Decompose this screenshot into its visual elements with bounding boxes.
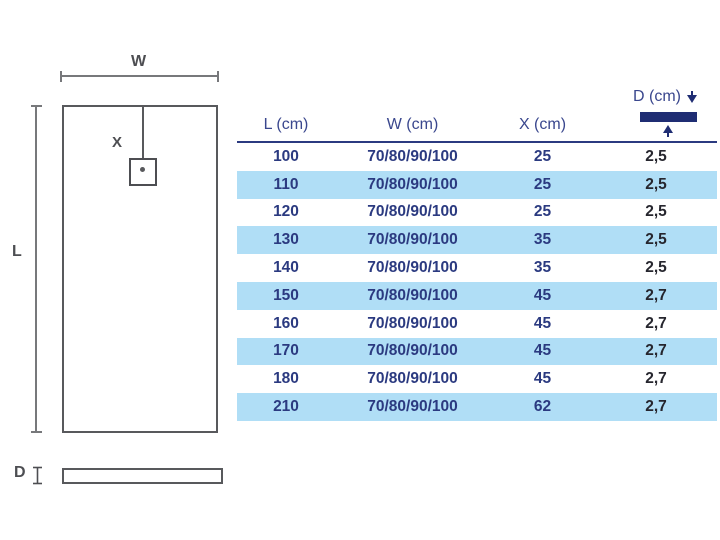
width-dimension-line — [60, 71, 219, 82]
table-row: 140 70/80/90/100 35 2,5 — [237, 254, 717, 282]
cell-drain-distance: 25 — [533, 175, 552, 193]
cell-width-options: 70/80/90/100 — [367, 314, 458, 332]
cell-width-options: 70/80/90/100 — [367, 175, 458, 193]
table-row: 100 70/80/90/100 25 2,5 — [237, 143, 717, 171]
cell-width-options: 70/80/90/100 — [367, 203, 458, 221]
table-row: 120 70/80/90/100 25 2,5 — [237, 199, 717, 227]
cell-depth: 2,7 — [645, 286, 667, 304]
cell-depth: 2,5 — [645, 259, 667, 277]
table-row: 110 70/80/90/100 25 2,5 — [237, 170, 717, 199]
cell-length: 180 — [273, 370, 299, 388]
depth-dimension-label: D — [14, 464, 26, 481]
arrow-up-icon — [663, 125, 673, 137]
cell-length: 120 — [273, 203, 299, 221]
cell-length: 140 — [273, 259, 299, 277]
drain-center-dot — [140, 167, 145, 172]
cell-drain-distance: 25 — [533, 203, 552, 221]
header-divider — [237, 141, 717, 143]
tray-side-view-outline — [62, 468, 223, 484]
column-header-length: L (cm) — [263, 116, 309, 133]
cell-drain-distance: 62 — [533, 398, 552, 416]
column-header-width: W (cm) — [386, 116, 439, 133]
column-header-drain-distance: X (cm) — [518, 116, 567, 133]
table-row: 210 70/80/90/100 62 2,7 — [237, 393, 717, 421]
column-header-depth-label: D (cm) — [633, 87, 681, 105]
depth-bar-icon — [640, 112, 697, 122]
tray-top-view-outline — [62, 105, 218, 433]
cell-depth: 2,5 — [645, 175, 667, 193]
cell-depth: 2,7 — [645, 342, 667, 360]
table-row: 130 70/80/90/100 35 2,5 — [237, 226, 717, 255]
cell-drain-distance: 35 — [533, 231, 552, 249]
cell-drain-distance: 45 — [533, 314, 552, 332]
table-row: 170 70/80/90/100 45 2,7 — [237, 337, 717, 366]
drain-square — [129, 158, 157, 186]
cell-depth: 2,5 — [645, 147, 667, 165]
cell-length: 150 — [273, 286, 299, 304]
cell-length: 130 — [273, 231, 299, 249]
cell-length: 210 — [273, 398, 299, 416]
cell-depth: 2,7 — [645, 314, 667, 332]
cell-width-options: 70/80/90/100 — [367, 398, 458, 416]
table-row: 150 70/80/90/100 45 2,7 — [237, 281, 717, 310]
cell-drain-distance: 45 — [533, 370, 552, 388]
table-row: 180 70/80/90/100 45 2,7 — [237, 365, 717, 393]
cell-length: 160 — [273, 314, 299, 332]
cell-length: 110 — [273, 175, 299, 193]
cell-drain-distance: 45 — [533, 342, 552, 360]
cell-width-options: 70/80/90/100 — [367, 286, 458, 304]
width-dimension-label: W — [130, 53, 148, 70]
length-dimension-label: L — [12, 243, 22, 260]
cell-drain-distance: 45 — [533, 286, 552, 304]
cell-drain-distance: 35 — [533, 259, 552, 277]
table-header: L (cm) W (cm) X (cm) D (cm) — [237, 87, 717, 141]
length-dimension-line — [31, 105, 42, 433]
drain-offset-label: X — [112, 134, 123, 151]
cell-width-options: 70/80/90/100 — [367, 342, 458, 360]
cell-depth: 2,5 — [645, 231, 667, 249]
cell-width-options: 70/80/90/100 — [367, 147, 458, 165]
arrow-down-icon — [687, 90, 697, 103]
cell-length: 170 — [273, 342, 299, 360]
drain-center-line — [142, 107, 144, 169]
cell-depth: 2,7 — [645, 398, 667, 416]
cell-width-options: 70/80/90/100 — [367, 370, 458, 388]
column-header-depth: D (cm) — [595, 87, 717, 141]
cell-width-options: 70/80/90/100 — [367, 231, 458, 249]
cell-depth: 2,5 — [645, 203, 667, 221]
cell-width-options: 70/80/90/100 — [367, 259, 458, 277]
table-body: 100 70/80/90/100 25 2,5 110 70/80/90/100… — [237, 143, 717, 421]
cell-length: 100 — [273, 147, 299, 165]
depth-measure-tick-icon — [33, 466, 42, 485]
cell-drain-distance: 25 — [533, 147, 552, 165]
table-row: 160 70/80/90/100 45 2,7 — [237, 310, 717, 338]
cell-depth: 2,7 — [645, 370, 667, 388]
dimensions-table: L (cm) W (cm) X (cm) D (cm) 100 70/80/90… — [237, 87, 717, 421]
